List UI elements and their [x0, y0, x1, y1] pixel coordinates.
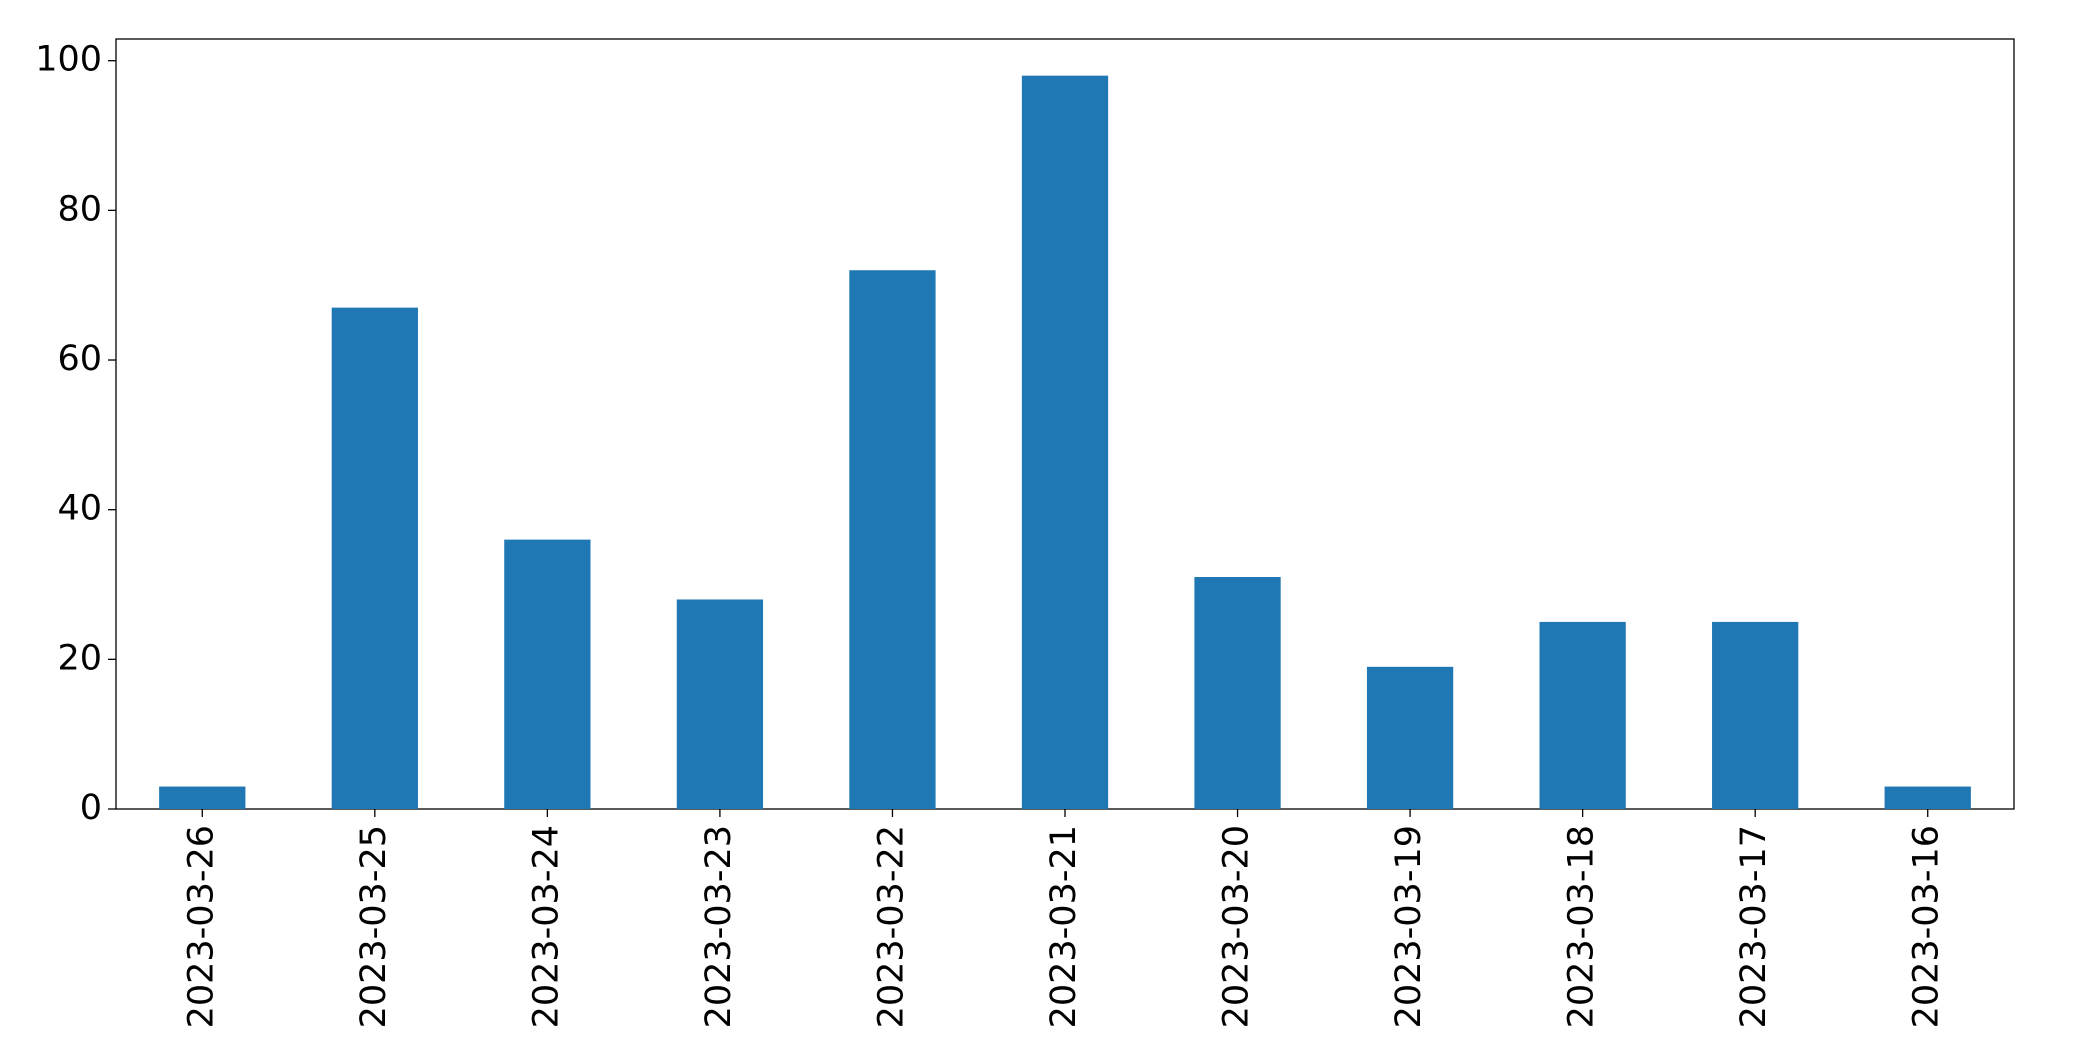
y-tick-label: 20: [57, 638, 102, 678]
y-tick-label: 60: [57, 339, 102, 379]
y-tick-label: 80: [57, 189, 102, 229]
x-tick-label: 2023-03-16: [1907, 825, 1947, 1028]
x-tick-label: 2023-03-19: [1389, 825, 1429, 1028]
y-tick-label: 40: [57, 489, 102, 529]
bar: [331, 307, 418, 809]
x-tick-label: 2023-03-18: [1562, 825, 1602, 1028]
bar: [1366, 666, 1454, 809]
bar: [1884, 786, 1971, 809]
x-tick-label: 2023-03-25: [354, 825, 394, 1028]
x-tick-label: 2023-03-21: [1044, 825, 1084, 1028]
bar: [1712, 621, 1799, 809]
y-tick-label: 0: [80, 788, 102, 828]
bar: [1194, 577, 1281, 809]
bar: [1021, 75, 1109, 809]
bar: [504, 539, 591, 809]
y-tick-label: 100: [35, 40, 102, 80]
x-tick-label: 2023-03-17: [1734, 825, 1774, 1028]
bar: [159, 786, 246, 809]
bar: [1539, 621, 1626, 809]
bar: [676, 599, 764, 809]
x-tick-label: 2023-03-22: [871, 825, 911, 1028]
x-tick-label: 2023-03-23: [699, 825, 739, 1028]
x-tick-label: 2023-03-26: [181, 825, 221, 1028]
x-tick-label: 2023-03-20: [1217, 825, 1257, 1028]
bar: [849, 270, 936, 809]
x-tick-label: 2023-03-24: [526, 825, 566, 1028]
